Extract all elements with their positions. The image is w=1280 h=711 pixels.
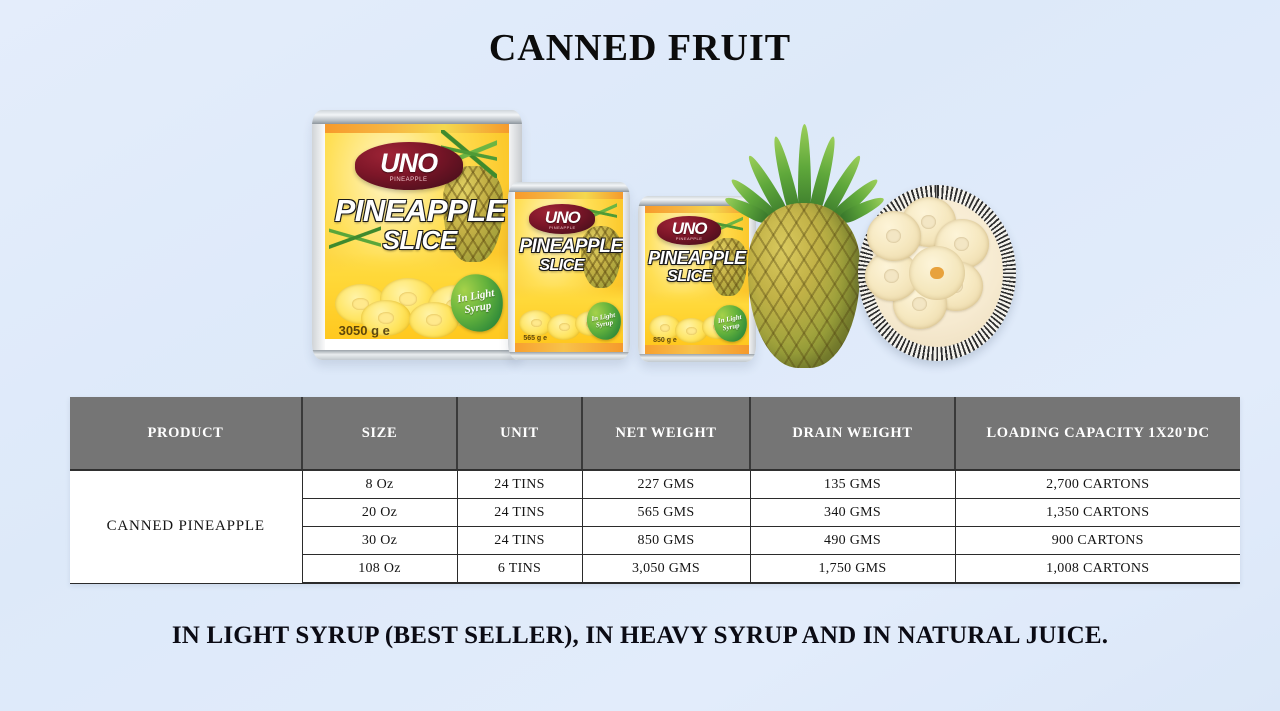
can-small-brand-subtext: PINEAPPLE	[675, 236, 703, 241]
page-title: CANNED FRUIT	[488, 27, 792, 69]
cell-loading-capacity: 2,700 CARTONS	[954, 469, 1240, 499]
can-medium-brand-banner: UNO PINEAPPLE	[529, 204, 596, 234]
whole-pineapple-image	[722, 105, 887, 370]
cell-unit: 24 TINS	[456, 498, 583, 527]
cell-size: 108 Oz	[301, 554, 458, 584]
can-small: UNO PINEAPPLE PINEAPPLE SLICE In Light S…	[638, 196, 756, 362]
plate-center-ring	[909, 245, 965, 300]
can-large-syrup-badge-text: In Light Syrup	[456, 287, 496, 317]
cell-size: 8 Oz	[301, 469, 458, 499]
cell-loading-capacity: 1,350 CARTONS	[954, 498, 1240, 527]
can-small-rim-bottom	[638, 354, 756, 362]
can-medium: UNO PINEAPPLE PINEAPPLE SLICE In Light S…	[508, 182, 630, 360]
can-medium-brand-subtext: PINEAPPLE	[548, 224, 576, 230]
can-medium-label-bottom-band	[515, 343, 623, 352]
cell-drain-weight: 340 GMS	[749, 498, 956, 527]
cell-product-name: CANNED PINEAPPLE	[70, 469, 303, 584]
can-large-label: UNO PINEAPPLE PINEAPPLE SLICE In Light S…	[324, 124, 510, 350]
can-medium-rim-top	[508, 182, 630, 192]
can-large-label-leaves-left-icon	[328, 216, 381, 260]
pineapple-rings-plate	[858, 185, 1016, 361]
can-medium-product-name: PINEAPPLE	[519, 236, 623, 257]
cell-unit: 24 TINS	[456, 469, 583, 499]
can-small-net-weight-print: 850 g e	[653, 337, 677, 344]
table-row: 30 Oz 24 TINS 850 GMS 490 GMS 900 CARTON…	[70, 526, 1240, 555]
can-small-rim-top	[638, 196, 756, 206]
can-small-brand-banner: UNO PINEAPPLE	[657, 216, 722, 245]
cell-net-weight: 3,050 GMS	[581, 554, 751, 584]
can-large-brand-subtext: PINEAPPLE	[389, 176, 428, 183]
cell-net-weight: 565 GMS	[581, 498, 751, 527]
can-large-ring-4	[360, 300, 411, 336]
can-large-product-name: PINEAPPLE	[334, 193, 507, 228]
footer-note: IN LIGHT SYRUP (BEST SELLER), IN HEAVY S…	[171, 622, 1109, 649]
cell-size: 30 Oz	[301, 526, 458, 555]
can-small-product-sub: SLICE	[667, 268, 712, 285]
product-imagery: UNO PINEAPPLE PINEAPPLE SLICE In Light S…	[280, 100, 1060, 375]
cell-unit: 24 TINS	[456, 526, 583, 555]
cell-loading-capacity: 1,008 CARTONS	[954, 554, 1240, 584]
pineapple-crown	[722, 105, 887, 226]
table-row: CANNED PINEAPPLE 8 Oz 24 TINS 227 GMS 13…	[70, 469, 1240, 584]
can-medium-product-sub: SLICE	[539, 257, 584, 274]
column-header-unit: UNIT	[457, 397, 583, 471]
can-small-product-name: PINEAPPLE	[648, 248, 746, 268]
can-large-net-weight-print: 3050 g e	[338, 323, 390, 338]
cell-loading-capacity: 900 CARTONS	[954, 526, 1240, 555]
pineapple-leaf	[798, 124, 811, 220]
can-large: UNO PINEAPPLE PINEAPPLE SLICE In Light S…	[312, 110, 522, 360]
cell-net-weight: 227 GMS	[581, 469, 751, 499]
can-medium-label-top-band	[515, 192, 623, 199]
cell-unit: 6 TINS	[456, 554, 583, 584]
can-large-label-pineapple-icon	[443, 166, 504, 262]
column-header-net-weight: NET WEIGHT	[582, 397, 751, 471]
column-header-drain-weight: DRAIN WEIGHT	[750, 397, 956, 471]
can-small-label-bottom-band	[645, 345, 749, 354]
can-medium-label-pineapple-icon	[580, 226, 621, 288]
column-header-size: SIZE	[302, 397, 458, 471]
can-medium-brand-text: UNO	[544, 207, 581, 227]
can-large-product-sub: SLICE	[382, 225, 458, 255]
cell-size: 20 Oz	[301, 498, 458, 527]
can-small-brand-text: UNO	[671, 219, 708, 238]
can-large-brand-text: UNO	[380, 147, 438, 178]
column-header-product: PRODUCT	[70, 397, 303, 471]
can-small-label-top-band	[645, 206, 749, 213]
can-small-label-pineapple-icon	[708, 238, 747, 296]
table-header-row: PRODUCT SIZE UNIT NET WEIGHT DRAIN WEIGH…	[70, 397, 1240, 471]
can-medium-net-weight-print: 565 g e	[523, 335, 548, 342]
plate-inner-surface	[864, 197, 1004, 347]
can-medium-rim-bottom	[508, 352, 630, 360]
cell-drain-weight: 1,750 GMS	[749, 554, 956, 584]
can-medium-label: UNO PINEAPPLE PINEAPPLE SLICE In Light S…	[515, 192, 623, 352]
can-large-brand-banner: UNO PINEAPPLE	[354, 142, 463, 190]
plate-pineapple-ring	[866, 211, 921, 262]
table-row: 20 Oz 24 TINS 565 GMS 340 GMS 1,350 CART…	[70, 498, 1240, 527]
can-medium-syrup-badge-text: In Light Syrup	[590, 310, 616, 330]
cell-drain-weight: 135 GMS	[749, 469, 956, 499]
cell-net-weight: 850 GMS	[581, 526, 751, 555]
table-row: 108 Oz 6 TINS 3,050 GMS 1,750 GMS 1,008 …	[70, 554, 1240, 584]
can-small-label: UNO PINEAPPLE PINEAPPLE SLICE In Light S…	[645, 206, 749, 354]
can-large-label-top-band	[324, 124, 510, 133]
pineapple-fruit-body	[748, 203, 860, 368]
can-large-ring-5	[408, 302, 459, 338]
can-large-rim-bottom	[312, 350, 522, 360]
cell-drain-weight: 490 GMS	[749, 526, 956, 555]
product-spec-table: PRODUCT SIZE UNIT NET WEIGHT DRAIN WEIGH…	[70, 397, 1240, 584]
column-header-loading-capacity: LOADING CAPACITY 1X20'DC	[955, 397, 1240, 471]
can-large-rim-top	[312, 110, 522, 124]
